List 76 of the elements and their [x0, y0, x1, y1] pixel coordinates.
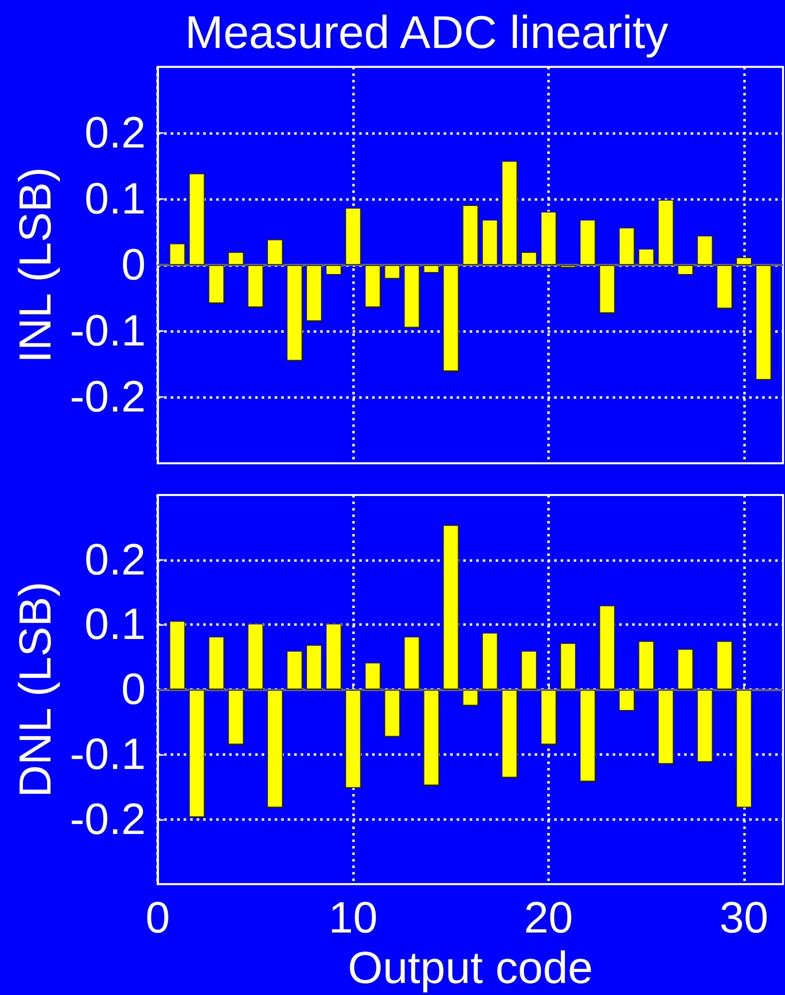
- bar: [520, 650, 537, 690]
- bar: [599, 605, 616, 690]
- bar: [658, 690, 674, 764]
- bar: [266, 239, 283, 266]
- bar: [286, 265, 302, 361]
- bar: [560, 642, 576, 690]
- bar: [169, 620, 186, 690]
- bar: [208, 265, 224, 304]
- bar: [618, 690, 635, 711]
- bar: [736, 257, 752, 266]
- y-tick-label: -0.1: [70, 730, 146, 779]
- x-axis-title: Output code: [348, 942, 593, 993]
- bar: [208, 636, 224, 690]
- bar: [716, 640, 732, 690]
- bar: [696, 235, 713, 266]
- bar: [716, 265, 732, 309]
- bar: [247, 265, 264, 308]
- bar: [501, 690, 518, 778]
- bar: [266, 690, 283, 808]
- bar: [404, 636, 420, 690]
- bar: [755, 265, 772, 380]
- bar: [423, 690, 440, 786]
- bar: [736, 690, 752, 808]
- chart-title: Measured ADC linearity: [185, 6, 668, 58]
- bar: [384, 690, 400, 737]
- y-tick-label: 0: [121, 240, 146, 290]
- bar: [462, 204, 478, 266]
- bar: [442, 524, 459, 690]
- bar: [228, 690, 244, 745]
- bar: [228, 252, 244, 266]
- bar: [580, 690, 596, 782]
- bar: [677, 648, 694, 690]
- bar: [442, 265, 459, 372]
- y-tick-label: -0.2: [70, 794, 146, 844]
- y-tick-label: 0.1: [84, 174, 146, 224]
- bar: [482, 219, 498, 266]
- bar: [618, 227, 635, 266]
- bar: [364, 662, 381, 690]
- bar: [696, 690, 713, 762]
- x-tick-label: 10: [328, 894, 378, 943]
- y-tick-label: 0.1: [84, 600, 146, 650]
- bar: [404, 265, 420, 328]
- y-axis-title: DNL (LSB): [10, 582, 61, 798]
- bar: [540, 212, 557, 266]
- bar: [247, 623, 264, 690]
- bar: [364, 265, 381, 308]
- y-tick-label: 0.2: [84, 535, 146, 584]
- bar: [520, 252, 537, 266]
- bar: [462, 690, 478, 706]
- y-tick-label: 0: [121, 665, 146, 714]
- y-tick-label: -0.2: [70, 372, 146, 422]
- y-axis-title: INL (LSB): [10, 167, 61, 363]
- bar: [326, 623, 342, 690]
- bar: [482, 632, 498, 690]
- bar: [306, 644, 322, 690]
- bar: [188, 173, 205, 266]
- y-tick-label: -0.1: [70, 306, 146, 356]
- x-tick-label: 20: [524, 894, 573, 943]
- bar: [326, 265, 342, 275]
- bar: [501, 160, 518, 266]
- bar: [286, 650, 302, 690]
- bar: [638, 640, 654, 690]
- bar: [306, 265, 322, 322]
- bar: [188, 690, 205, 818]
- x-tick-label: 30: [719, 894, 768, 943]
- bar: [540, 690, 557, 745]
- bar: [638, 248, 654, 266]
- bar: [677, 265, 694, 275]
- bar: [580, 219, 596, 266]
- bar: [658, 200, 674, 266]
- bar: [345, 208, 362, 266]
- bar: [345, 690, 362, 788]
- y-tick-label: 0.2: [84, 108, 146, 158]
- bar: [384, 265, 400, 279]
- bar: [599, 265, 616, 314]
- bar: [169, 243, 186, 266]
